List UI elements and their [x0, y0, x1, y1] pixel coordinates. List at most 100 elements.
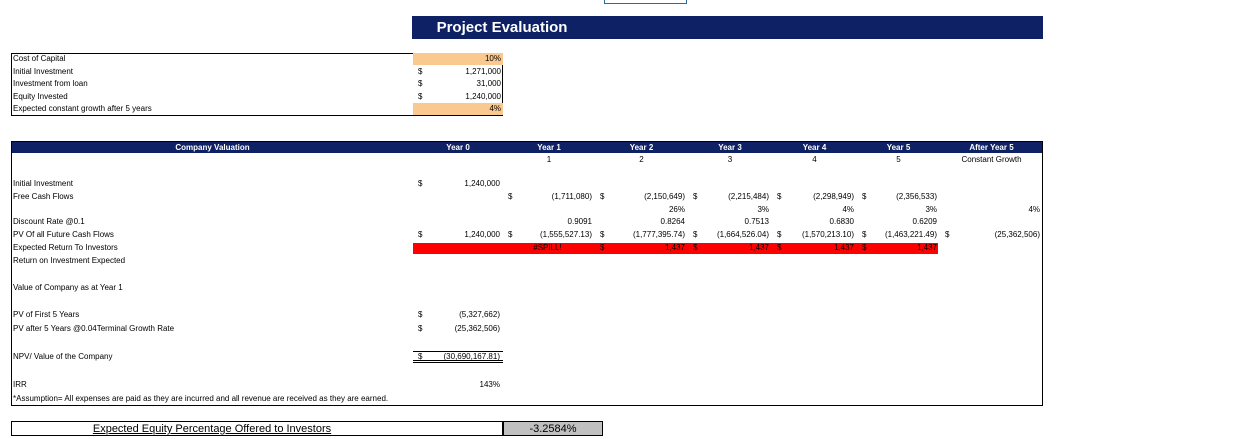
period-label: 5	[896, 155, 901, 164]
header-label: Year 2	[629, 143, 654, 152]
cell-value: (2,356,533)	[896, 192, 937, 201]
inputs-box	[11, 53, 503, 116]
cell-value: 0.7513	[744, 217, 769, 226]
cell-value: (1,463,221.49)	[884, 230, 937, 239]
cell-currency: $	[862, 230, 867, 239]
cell-value: (1,555,527.13)	[539, 230, 592, 239]
cell-value: 1,437	[833, 243, 854, 252]
cell-currency: $	[508, 230, 513, 239]
row-label: PV Of all Future Cash Flows	[13, 230, 114, 239]
input-currency: $	[418, 79, 423, 88]
header-label: Year 1	[537, 143, 561, 152]
cell-currency: $	[600, 230, 605, 239]
title-bar	[412, 16, 1043, 39]
cell-value: 3%	[757, 205, 769, 214]
period-label: 1	[546, 155, 552, 164]
cell-currency: $	[418, 230, 423, 239]
cell-value: (25,362,506)	[994, 230, 1040, 239]
row-label: PV after 5 Years @0.04Terminal Growth Ra…	[13, 324, 175, 333]
cell-currency: $	[777, 243, 782, 252]
cell-currency: $	[777, 230, 782, 239]
cell-value: 0.8264	[660, 217, 685, 226]
cell-value: (30,690,167.81)	[443, 352, 501, 361]
header-label: Year 5	[886, 143, 911, 152]
title: Project Evaluation	[436, 19, 568, 36]
cell-border	[413, 351, 503, 363]
cell-currency: $	[600, 192, 605, 201]
valuation-box	[11, 141, 1043, 406]
row-label: Return on Investment Expected	[13, 256, 126, 265]
row-label: Initial Investment	[13, 179, 74, 188]
cell-currency: $	[862, 243, 867, 252]
cell-currency: $	[418, 179, 423, 188]
cell-value: 0.6209	[912, 217, 937, 226]
cell-value: 1,240,000	[464, 179, 500, 188]
cell-value: (1,664,526.04)	[716, 230, 769, 239]
input-value: 10%	[484, 54, 501, 63]
cell-currency: $	[418, 310, 423, 319]
equity-box	[11, 421, 503, 436]
cell-currency: $	[508, 192, 513, 201]
cell-value: (1,711,080)	[551, 192, 592, 201]
cell-value: 1,437	[664, 243, 685, 252]
input-highlight	[413, 53, 503, 65]
header-label: Year 3	[718, 143, 742, 152]
cell-currency: $	[945, 230, 950, 239]
cell-value: 0.6830	[829, 217, 854, 226]
cell-currency: $	[693, 230, 698, 239]
row-label: NPV/ Value of the Company	[13, 352, 113, 361]
period-label: 3	[727, 155, 733, 164]
cell-value: (2,215,484)	[728, 192, 769, 201]
cell-value: 1,240,000	[464, 230, 500, 239]
input-currency: $	[418, 92, 423, 101]
equity-label: Expected Equity Percentage Offered to In…	[92, 423, 332, 435]
cell-currency: $	[777, 192, 782, 201]
input-value: 31,000	[476, 79, 501, 88]
input-label: Expected constant growth after 5 years	[13, 104, 152, 113]
cell-value: 0.9091	[567, 217, 592, 226]
cell-currency: $	[862, 192, 867, 201]
cell-value: (2,150,649)	[644, 192, 685, 201]
period-label: 4	[812, 155, 817, 164]
cell-value: 4%	[842, 205, 854, 214]
cell-currency: $	[693, 243, 698, 252]
cell-currency: $	[418, 352, 423, 361]
input-label: Initial Investment	[13, 67, 74, 76]
period-label: 2	[639, 155, 644, 164]
cell-value: 3%	[925, 205, 937, 214]
cell-value: #SPILL!	[533, 243, 562, 252]
cell-value: (25,362,506)	[454, 324, 500, 333]
header-label: Company Valuation	[175, 143, 250, 152]
row-label: PV of First 5 Years	[13, 310, 80, 319]
row-highlight	[413, 243, 938, 254]
cell-value: 1,437	[748, 243, 769, 252]
header-label: Year 4	[802, 143, 827, 152]
cell-value: 26%	[668, 205, 685, 214]
cell-value: 4%	[1028, 205, 1040, 214]
input-value: 4%	[489, 104, 501, 113]
period-label: Constant Growth	[961, 155, 1022, 164]
cell-value: 143%	[479, 380, 500, 389]
header-label: Year 0	[446, 143, 470, 152]
row-label: Free Cash Flows	[13, 192, 74, 201]
input-value: 1,240,000	[465, 92, 501, 101]
row-label: IRR	[13, 380, 27, 389]
input-label: Cost of Capital	[13, 54, 66, 63]
equity-cell	[503, 421, 603, 436]
selection-box	[604, 0, 687, 4]
input-value: 1,271,000	[465, 67, 501, 76]
input-highlight	[413, 103, 503, 115]
cell-currency: $	[693, 192, 698, 201]
input-currency: $	[418, 67, 423, 76]
cell-value: (1,777,395.74)	[632, 230, 685, 239]
cell-currency: $	[418, 324, 423, 333]
row-label: *Assumption= All expenses are paid as th…	[13, 394, 389, 403]
row-label: Expected Return To Investors	[13, 243, 118, 252]
cell-value: (1,570,213.10)	[801, 230, 854, 239]
equity-value: -3.2584%	[529, 423, 577, 435]
input-label: Equity Invested	[13, 92, 68, 101]
row-label: Value of Company as at Year 1	[13, 283, 123, 292]
header-label: After Year 5	[969, 143, 1014, 152]
header-bar	[12, 142, 1042, 153]
